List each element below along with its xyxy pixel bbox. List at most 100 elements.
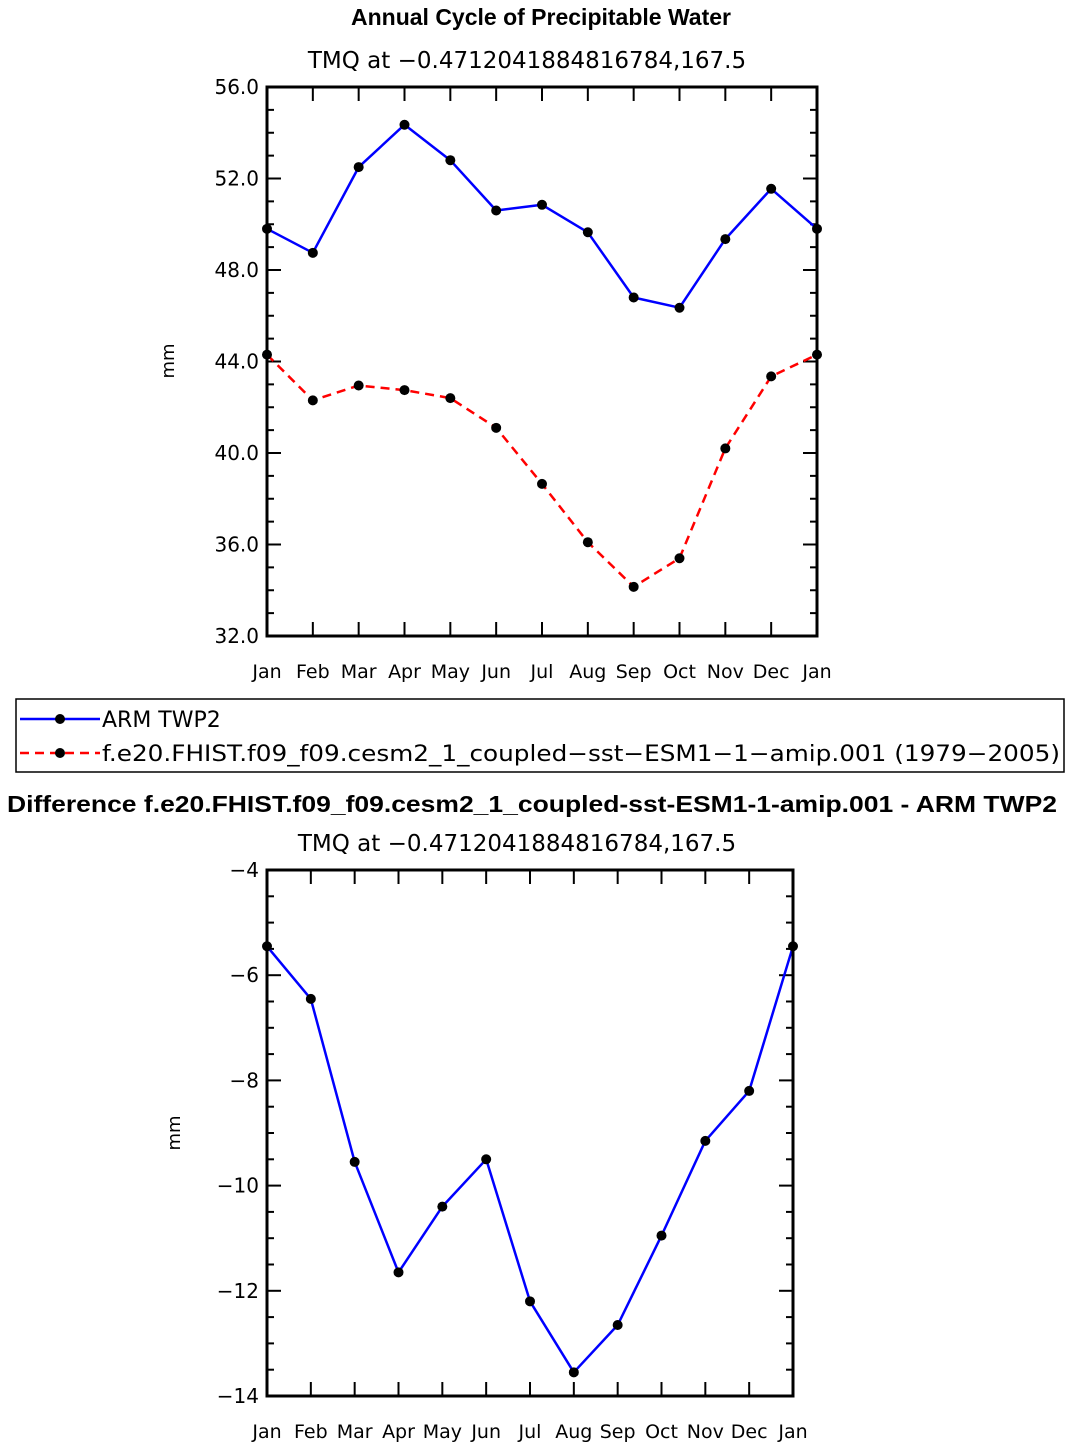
x-tick-label: Jan — [251, 1421, 281, 1443]
data-point — [568, 1367, 579, 1378]
data-point — [537, 478, 547, 489]
x-tick-label: May — [423, 1421, 462, 1443]
x-tick-label: Aug — [555, 1421, 592, 1443]
data-point — [305, 993, 316, 1004]
chart2-ylabel: mm — [164, 1115, 185, 1150]
data-point — [766, 371, 777, 382]
data-point — [399, 385, 410, 396]
x-tick-label: Dec — [753, 661, 790, 683]
data-point — [445, 155, 456, 166]
chart2-subtitle: TMQ at −0.4712041884816784,167.5 — [297, 831, 736, 857]
data-point — [537, 199, 547, 210]
chart-difference: Difference f.e20.FHIST.f09_f09.cesm2_1_c… — [7, 791, 1057, 1443]
chart1-series — [262, 119, 822, 592]
y-tick-label: 32.0 — [214, 624, 259, 648]
data-point — [674, 553, 685, 564]
legend-frame — [15, 698, 1065, 773]
chart1-subtitle: TMQ at −0.4712041884816784,167.5 — [307, 48, 746, 74]
chart1-x-axis: Jan Feb Mar Apr May Jun Jul Aug Sep Oct Nov Dec Jan — [251, 87, 832, 683]
x-tick-label: Apr — [382, 1421, 415, 1443]
x-tick-label: Jun — [470, 1421, 501, 1443]
x-tick-label: Sep — [600, 1421, 636, 1443]
data-point — [307, 247, 318, 258]
chart2-x-axis: Jan Feb Mar Apr May Jun Jul Aug Sep Oct Nov Dec Jan — [251, 870, 808, 1443]
x-tick-label: Aug — [569, 661, 606, 683]
series-line-0 — [266, 123, 818, 309]
legend-label-model: f.e20.FHIST.f09_f09.cesm2_1_coupled−sst−… — [102, 742, 1060, 767]
chart1-y-axis: 32.0 36.0 40.0 44.0 48.0 52.0 56.0 — [214, 75, 817, 648]
legend-entry-arm: ARM TWP2 — [20, 708, 221, 733]
x-tick-label: Jan — [251, 661, 281, 683]
legend: ARM TWP2 f.e20.FHIST.f09_f09.cesm2_1_cou… — [15, 698, 1065, 773]
data-point — [491, 422, 502, 433]
x-tick-label: Sep — [616, 661, 652, 683]
data-point — [744, 1085, 755, 1096]
data-point — [582, 537, 593, 548]
x-tick-label: Oct — [663, 661, 696, 683]
data-point — [353, 380, 364, 391]
x-tick-label: Apr — [388, 661, 421, 683]
y-tick-label: −10 — [217, 1174, 259, 1198]
data-point — [628, 292, 639, 303]
x-tick-label: Dec — [731, 1421, 768, 1443]
x-tick-label: Oct — [645, 1421, 678, 1443]
y-tick-label: −12 — [217, 1279, 259, 1303]
y-tick-label: 44.0 — [214, 350, 259, 374]
y-tick-label: −8 — [230, 1068, 259, 1092]
data-point — [399, 119, 410, 130]
data-point — [491, 205, 502, 216]
x-tick-label: Jan — [801, 661, 831, 683]
series-line-0 — [266, 945, 795, 1374]
x-tick-label: Feb — [296, 661, 330, 683]
data-point — [700, 1135, 711, 1146]
legend-label-arm: ARM TWP2 — [102, 708, 221, 733]
x-tick-label: Nov — [707, 661, 744, 683]
x-tick-label: Jan — [777, 1421, 807, 1443]
data-point — [766, 183, 777, 194]
data-point — [437, 1201, 448, 1212]
chart2-title: Difference f.e20.FHIST.f09_f09.cesm2_1_c… — [7, 791, 1057, 817]
data-point — [349, 1156, 360, 1167]
y-tick-label: 36.0 — [214, 533, 259, 557]
data-point — [353, 162, 364, 173]
legend-marker-arm — [55, 714, 65, 724]
data-point — [720, 443, 731, 454]
data-point — [525, 1296, 535, 1307]
x-tick-label: Feb — [294, 1421, 328, 1443]
data-point — [582, 227, 593, 238]
legend-marker-model — [55, 748, 65, 758]
x-tick-label: Jul — [530, 661, 554, 683]
y-tick-label: 56.0 — [214, 75, 259, 99]
y-tick-label: −14 — [217, 1384, 259, 1408]
chart2-plot-frame — [265, 868, 795, 1398]
chart1-ylabel: mm — [158, 343, 179, 378]
chart1-title: Annual Cycle of Precipitable Water — [351, 4, 731, 30]
x-tick-label: Mar — [337, 1421, 373, 1443]
x-tick-label: Mar — [341, 661, 377, 683]
x-tick-label: Nov — [687, 1421, 724, 1443]
data-point — [720, 234, 731, 245]
x-tick-label: May — [431, 661, 470, 683]
legend-entry-model: f.e20.FHIST.f09_f09.cesm2_1_coupled−sst−… — [20, 742, 1060, 767]
y-tick-label: 40.0 — [214, 441, 259, 465]
chart2-y-axis: −14 −12 −10 −8 −6 −4 — [217, 858, 793, 1408]
y-tick-label: −6 — [230, 963, 259, 987]
y-tick-label: 52.0 — [214, 167, 259, 191]
y-tick-label: 48.0 — [214, 258, 259, 282]
chart1-plot-frame — [265, 85, 819, 638]
x-tick-label: Jul — [518, 1421, 542, 1443]
data-point — [481, 1154, 492, 1165]
data-point — [628, 581, 639, 592]
data-point — [674, 302, 685, 313]
data-point — [612, 1319, 623, 1330]
x-tick-label: Jun — [480, 661, 511, 683]
series-line-1 — [266, 353, 818, 589]
y-tick-label: −4 — [230, 858, 259, 882]
data-point — [445, 393, 456, 404]
data-point — [393, 1267, 404, 1278]
data-point — [656, 1230, 667, 1241]
chart-annual-cycle: Annual Cycle of Precipitable Water TMQ a… — [158, 4, 832, 683]
chart2-series — [262, 941, 798, 1378]
data-point — [307, 395, 318, 406]
